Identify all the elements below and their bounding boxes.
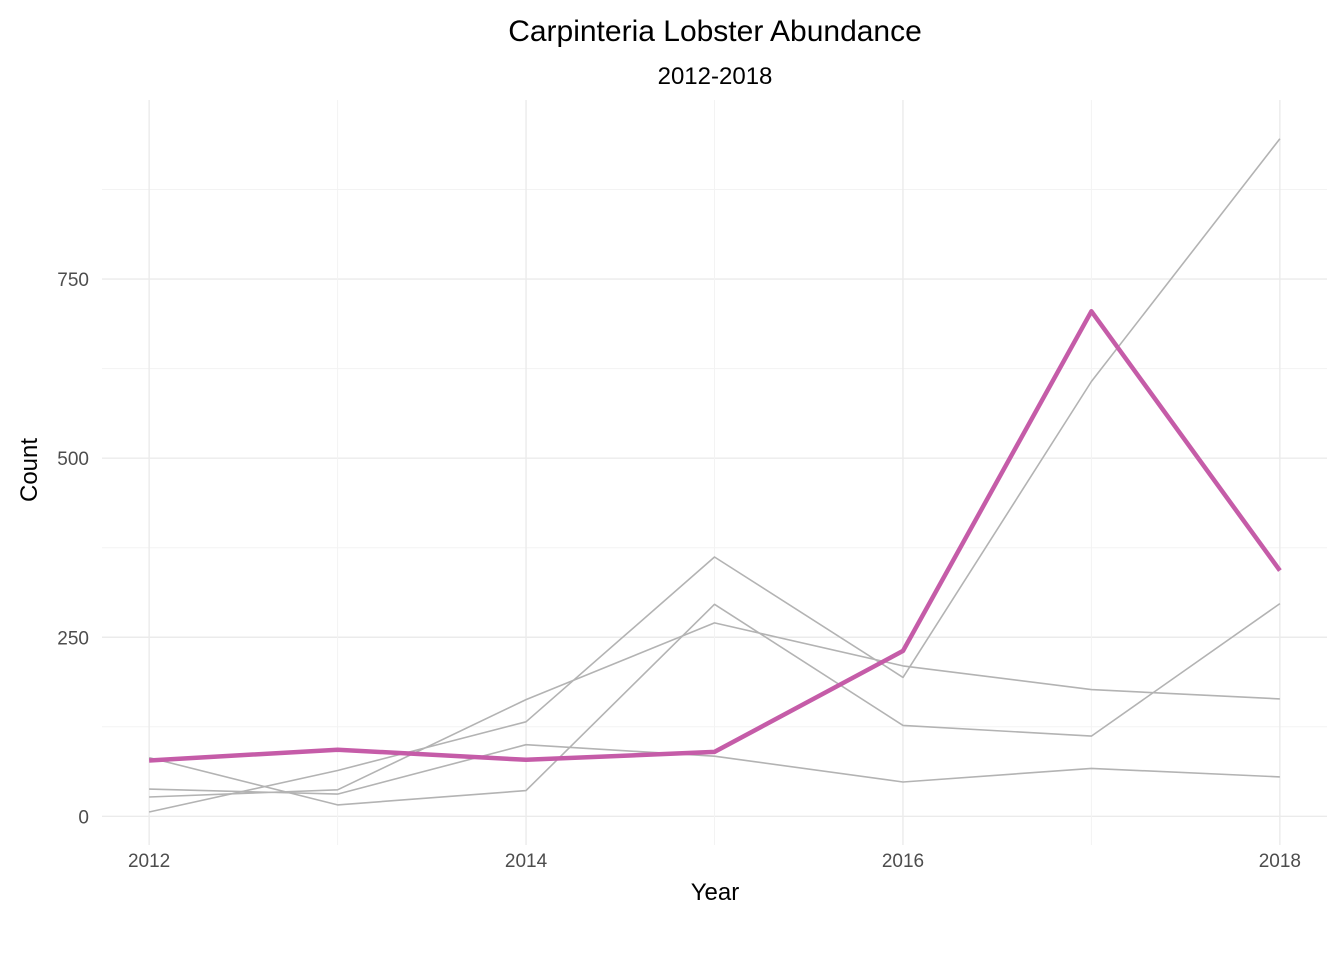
- y-axis-tick-labels: 0 250 500 750: [57, 270, 89, 828]
- series-line: [149, 743, 1280, 795]
- y-tick-label: 500: [57, 449, 89, 470]
- y-tick-label: 250: [57, 628, 89, 649]
- series-line: [149, 622, 1280, 798]
- y-axis-title: Count: [16, 438, 43, 502]
- x-tick-label: 2014: [505, 851, 548, 872]
- y-tick-label: 750: [57, 270, 89, 291]
- series-line-highlight: [148, 309, 1282, 763]
- chart-subtitle: 2012-2018: [658, 63, 773, 90]
- x-axis-tick-labels: 2012 2014 2016 2018: [128, 851, 1301, 872]
- x-tick-label: 2012: [128, 851, 170, 872]
- x-axis-title: Year: [691, 879, 740, 906]
- series-line: [148, 602, 1281, 806]
- y-tick-label: 0: [78, 807, 89, 828]
- x-tick-label: 2018: [1259, 851, 1301, 872]
- x-tick-label: 2016: [882, 851, 924, 872]
- series-line: [148, 138, 1281, 813]
- series-lines: [148, 138, 1282, 813]
- minor-x-gridlines: [337, 100, 1092, 845]
- chart-title: Carpinteria Lobster Abundance: [508, 15, 922, 48]
